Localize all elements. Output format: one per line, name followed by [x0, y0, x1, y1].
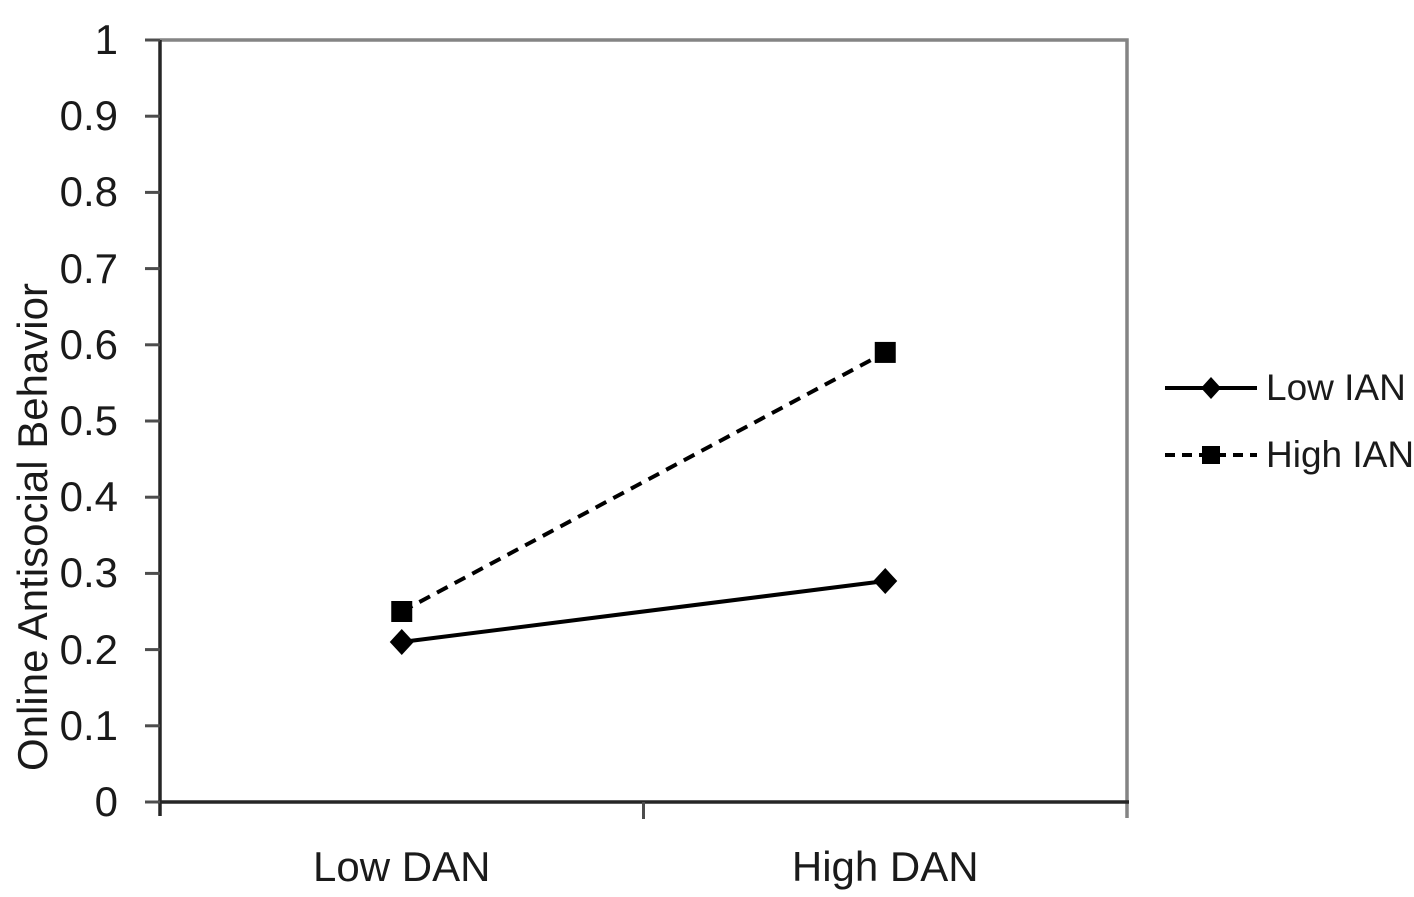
marker-diamond: [389, 628, 414, 655]
marker-diamond: [873, 568, 898, 595]
y-tick-label: 0.7: [59, 244, 118, 292]
legend-label-low-ian: Low IAN: [1266, 367, 1406, 408]
y-tick-label: 0.9: [59, 92, 118, 140]
y-tick-label: 0.8: [59, 168, 118, 216]
series-line-low-ian: [401, 579, 886, 644]
y-tick-label: 0.3: [59, 549, 118, 597]
y-tick-label: 0.6: [59, 320, 118, 368]
legend-item-low-ian: Low IAN: [1164, 366, 1414, 410]
marker-square: [391, 601, 413, 622]
y-tick-label: 0.1: [59, 701, 118, 749]
y-tick-label: 0: [94, 778, 118, 825]
dashed-line-square-marker-icon: [1165, 446, 1257, 464]
x-category-label: High DAN: [791, 843, 979, 890]
y-tick-label: 1: [94, 16, 118, 63]
y-tick-label: 0.5: [59, 397, 118, 444]
legend-item-high-ian: High IAN: [1164, 433, 1414, 477]
marker-square: [874, 341, 896, 363]
y-tick-label: 0.2: [59, 625, 118, 673]
y-axis-title: Online Antisocial Behavior: [9, 283, 56, 771]
x-category-label: Low DAN: [313, 843, 491, 890]
series-line-high-ian: [400, 350, 887, 614]
legend: Low IAN High IAN: [1164, 366, 1414, 500]
solid-line-diamond-marker-icon: [1165, 377, 1257, 399]
legend-label-high-ian: High IAN: [1266, 434, 1414, 475]
plot-border: [160, 38, 1129, 818]
y-tick-label: 0.4: [59, 473, 118, 521]
